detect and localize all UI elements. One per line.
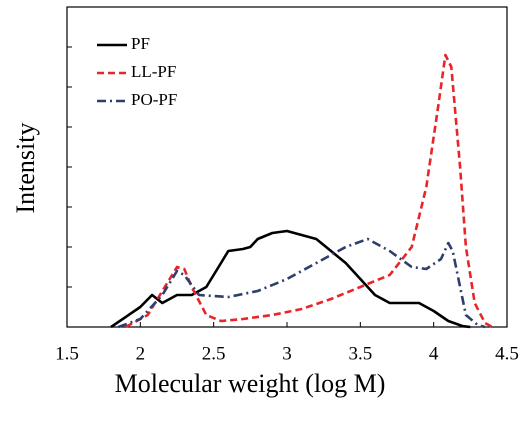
- x-axis-label: Molecular weight (log M): [115, 369, 386, 398]
- legend-label: PO-PF: [131, 90, 177, 109]
- plot-frame: [66, 6, 508, 328]
- x-tick-label: 4: [429, 343, 439, 364]
- series-line: [125, 53, 493, 329]
- legend-label: PF: [131, 34, 150, 53]
- legend-label: LL-PF: [131, 62, 176, 81]
- x-tick-label: 2: [136, 343, 146, 364]
- x-tick-label: 4.5: [495, 343, 519, 364]
- x-tick-label: 2.5: [202, 343, 226, 364]
- x-tick-label: 3.5: [348, 343, 372, 364]
- series-line: [110, 229, 471, 329]
- x-tick-label: 3: [282, 343, 292, 364]
- x-tick-label: 1.5: [55, 343, 79, 364]
- y-axis-label: Intensity: [11, 123, 40, 214]
- series-line: [117, 237, 486, 329]
